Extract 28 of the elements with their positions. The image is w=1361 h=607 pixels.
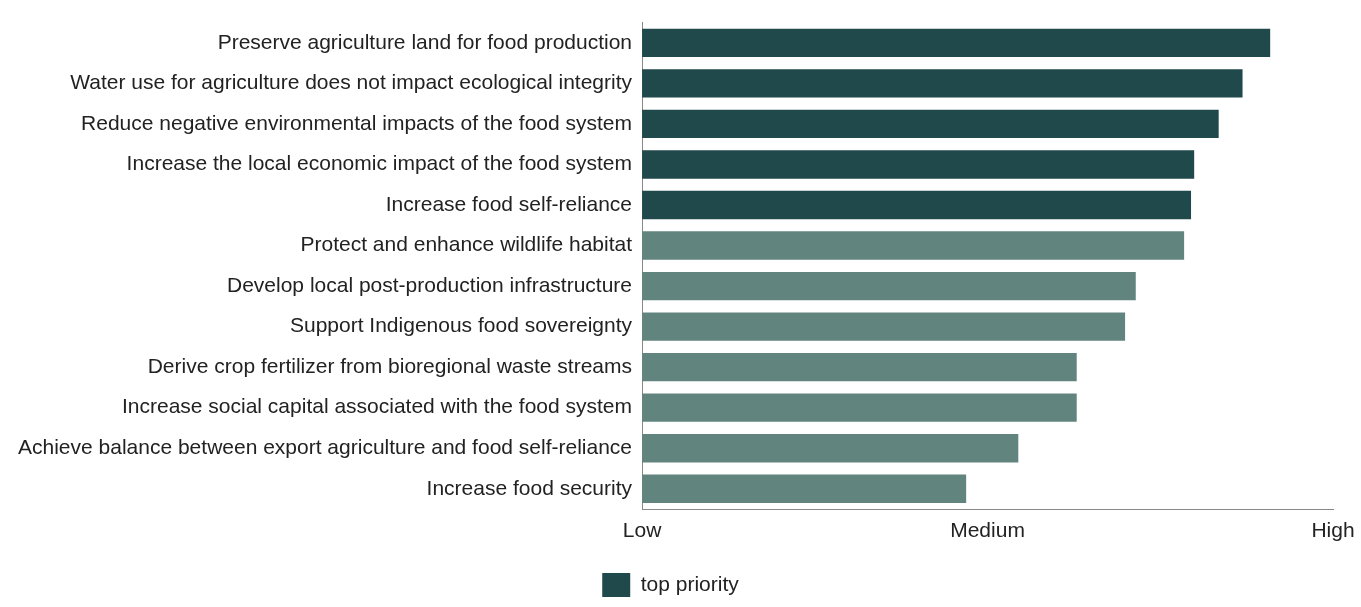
y-tick-label: Increase social capital associated with the food system bbox=[121, 394, 633, 418]
y-tick-label: Support Indigenous food sovereignty bbox=[289, 313, 633, 337]
text: Low bbox=[622, 518, 663, 542]
y-tick-label: Preserve agriculture land for food production bbox=[217, 29, 633, 53]
bar bbox=[642, 69, 1243, 98]
bar bbox=[642, 434, 1019, 463]
y-tick-label: Reduce negative environmental impacts of the food system bbox=[81, 110, 633, 134]
y-tick-label: Derive crop fertilizer from bioregional waste streams bbox=[147, 353, 633, 377]
y-tick-label: Increase food self-reliance bbox=[385, 191, 633, 215]
bar bbox=[642, 312, 1126, 341]
bar bbox=[642, 28, 1271, 58]
bar bbox=[642, 474, 967, 503]
bar bbox=[642, 109, 1219, 139]
bar bbox=[642, 150, 1195, 179]
y-tick-label: Protect and enhance wildlife habitat bbox=[300, 232, 633, 256]
legend-label: top priority bbox=[640, 571, 740, 595]
y-tick-label: Achieve balance between export agriculture and food self-reliance bbox=[18, 435, 633, 458]
bar bbox=[642, 352, 1077, 382]
text: High bbox=[1311, 518, 1355, 542]
bar bbox=[642, 231, 1185, 260]
y-tick-label: Water use for agriculture does not impact ecological integrity bbox=[70, 70, 633, 94]
bar bbox=[642, 271, 1136, 301]
text: Medium bbox=[950, 518, 1025, 542]
bar bbox=[642, 190, 1192, 220]
bar bbox=[642, 393, 1077, 422]
y-tick-label: Increase food security bbox=[426, 475, 633, 499]
y-tick-label: Develop local post-production infrastructure bbox=[227, 272, 633, 296]
y-tick-label: Increase the local economic impact of the food system bbox=[126, 151, 633, 175]
